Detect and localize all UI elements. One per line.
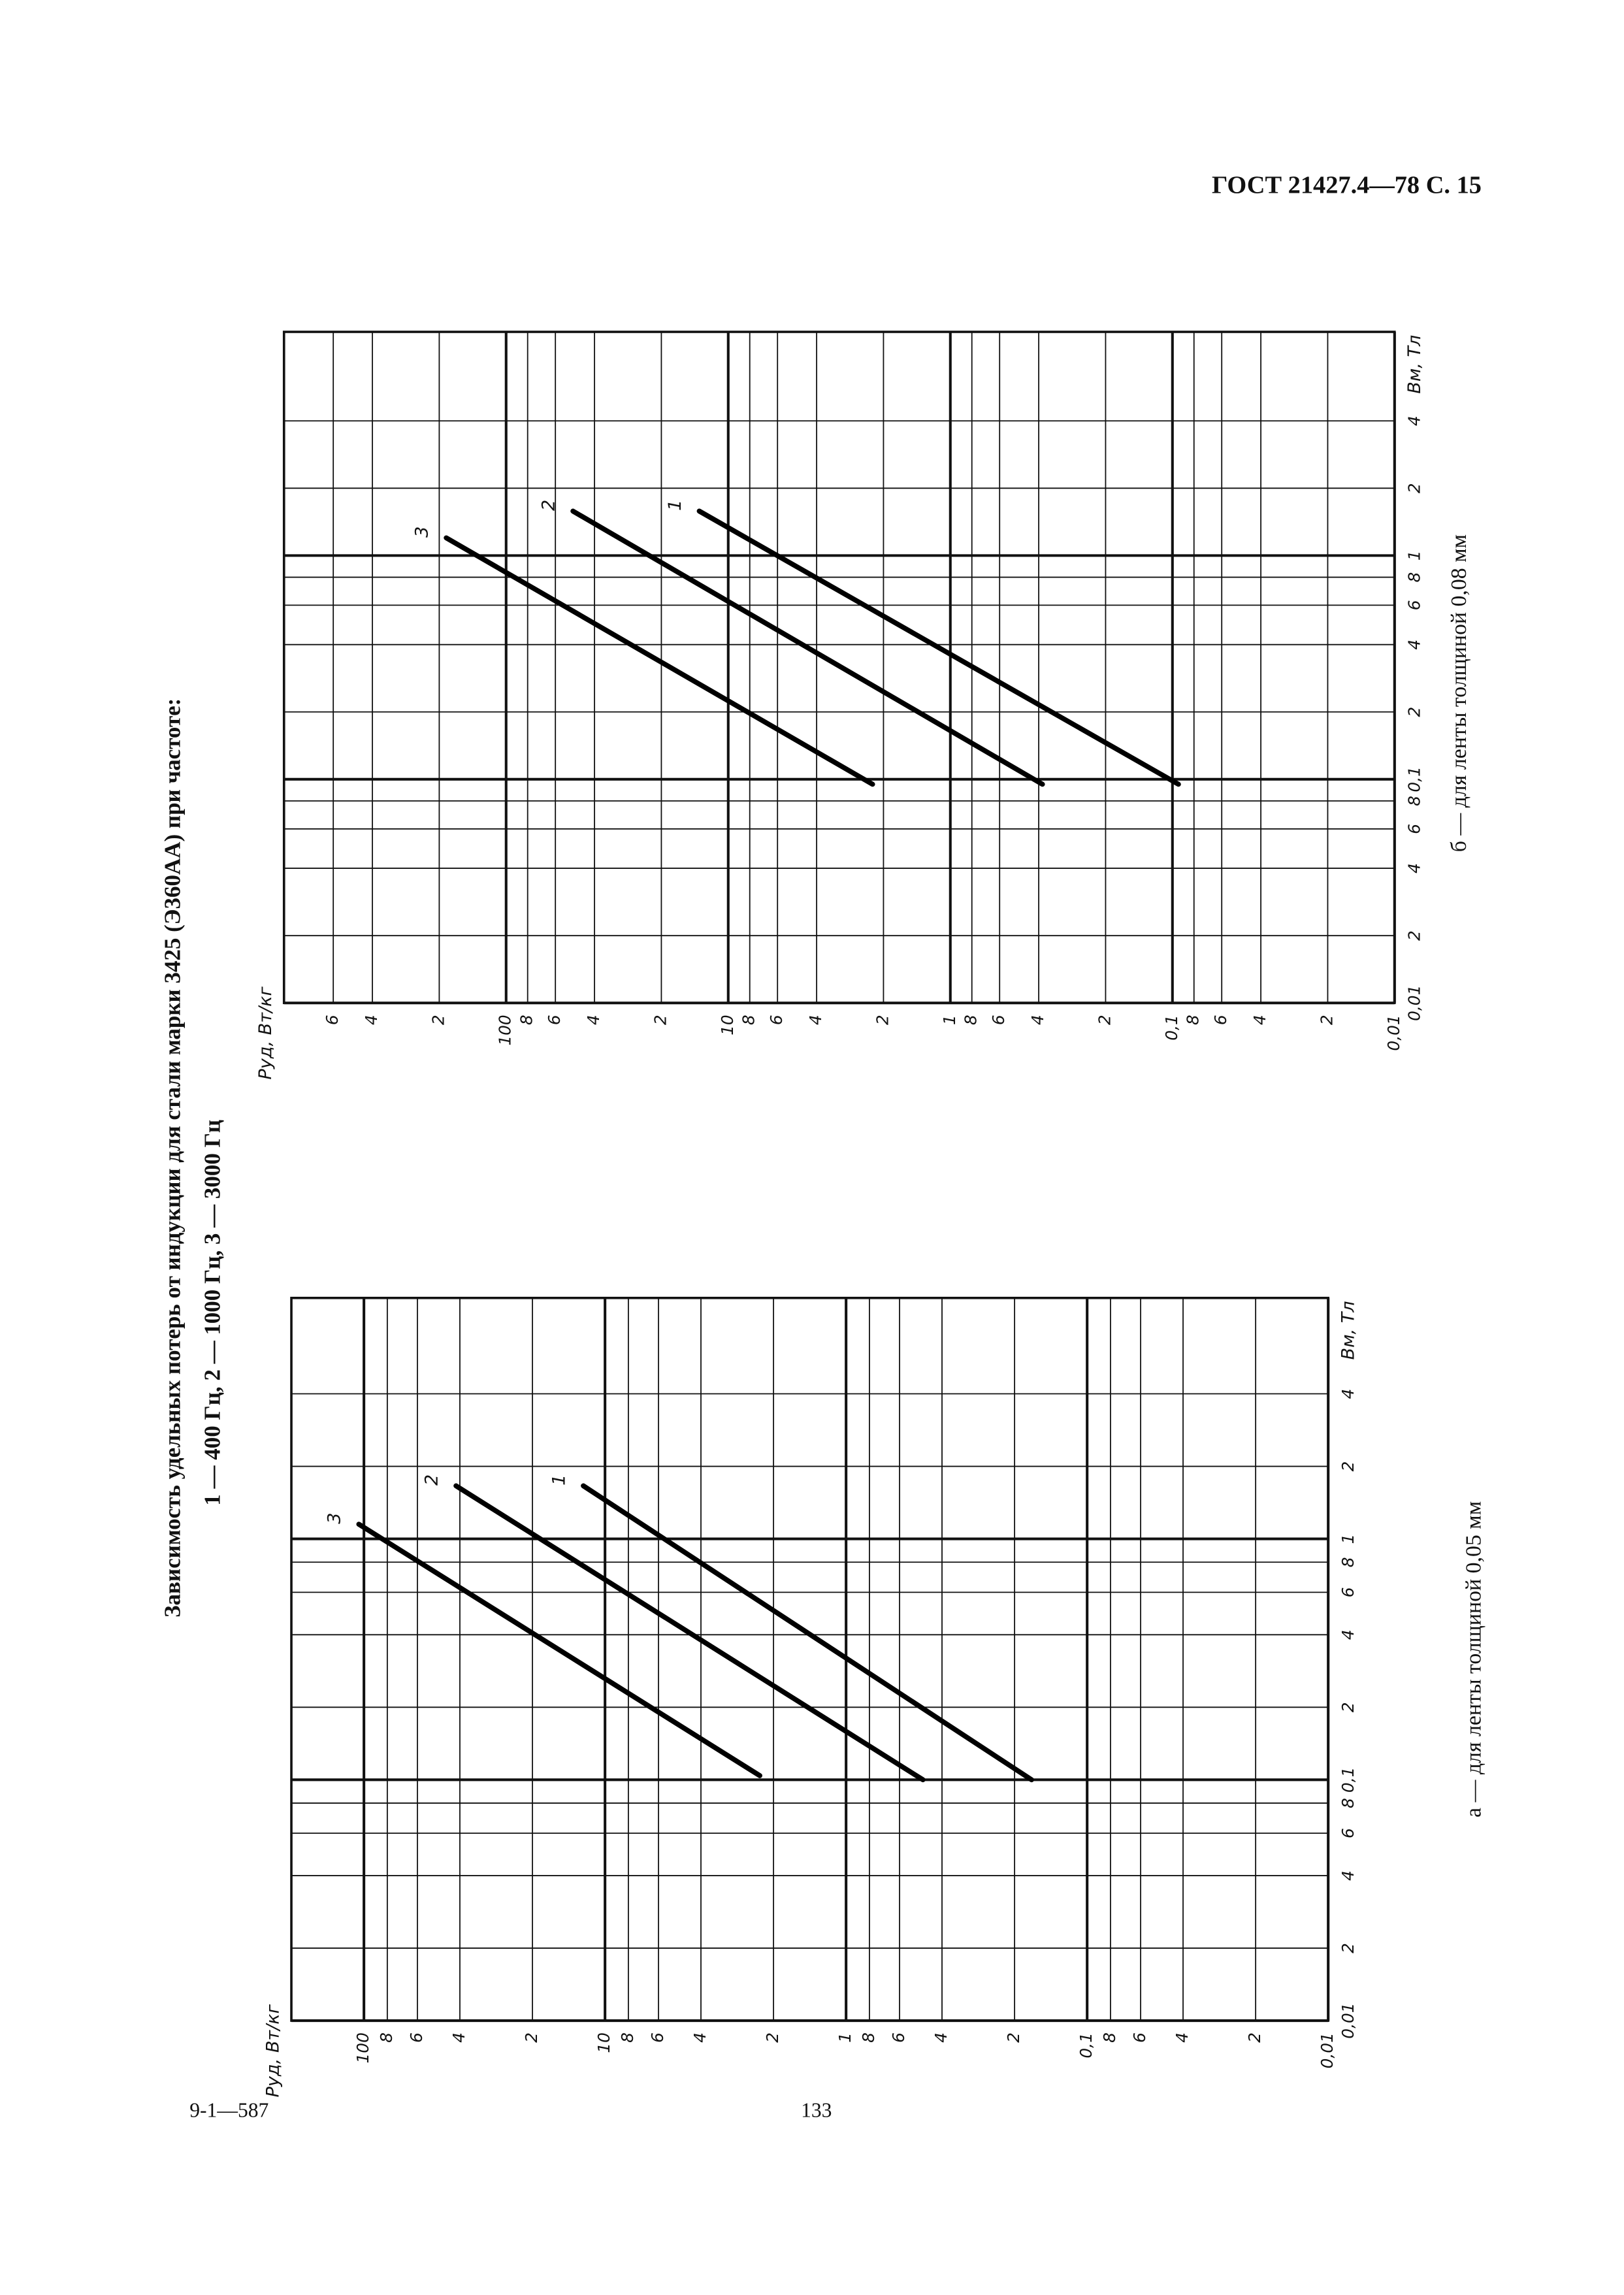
y-tick-label: 2 — [763, 2032, 782, 2043]
page-number: 133 — [801, 2098, 832, 2121]
x-tick-label: 2 — [1339, 1461, 1357, 1472]
x-tick-label: 2 — [1339, 1702, 1357, 1712]
x-tick-label: 0,1 — [1405, 766, 1423, 792]
x-tick-label: 8 — [1339, 1557, 1357, 1567]
y-tick-label: 6 — [323, 1015, 342, 1025]
x-tick-label: 0,1 — [1339, 1767, 1357, 1793]
footer-code: 9-1—587 — [189, 2098, 268, 2121]
y-tick-label: 4 — [584, 1015, 603, 1025]
x-tick-label: 2 — [1339, 1943, 1357, 1953]
x-tick-label: 6 — [1405, 600, 1423, 610]
y-tick-label: 4 — [362, 1015, 381, 1025]
curve-label: 2 — [538, 500, 559, 511]
curve — [453, 1483, 926, 1783]
x-tick-label: 2 — [1405, 707, 1423, 717]
y-tick-label: 6 — [889, 2032, 908, 2043]
x-tick-label: 6 — [1339, 1587, 1357, 1597]
x-tick-label: 4 — [1405, 415, 1423, 426]
x-tick-label: 6 — [1339, 1828, 1357, 1838]
y-tick-label: 100 — [496, 1015, 515, 1045]
x-tick-label: 2 — [1405, 930, 1423, 941]
curve — [696, 508, 1181, 787]
x-tick-label: 0,01 — [1339, 2002, 1357, 2038]
y-tick-label: 8 — [739, 1015, 758, 1025]
y-tick-label: 0,1 — [1077, 2032, 1096, 2059]
y-tick-label: 2 — [651, 1015, 670, 1025]
y-tick-label: 1 — [836, 2032, 854, 2043]
x-tick-label: 0,01 — [1405, 985, 1423, 1021]
x-tick-label: 4 — [1405, 863, 1423, 873]
y-tick-label: 2 — [429, 1015, 447, 1025]
curve — [581, 1483, 1034, 1783]
y-tick-label: 8 — [1100, 2032, 1119, 2043]
x-tick-label: 1 — [1339, 1534, 1357, 1544]
curve-label: 2 — [421, 1474, 442, 1486]
figure-caption: а — для ленты толщиной 0,05 мм — [1462, 1501, 1486, 1817]
y-tick-label: 6 — [545, 1015, 564, 1025]
x-tick-label: 1 — [1405, 551, 1423, 561]
y-tick-label: 8 — [618, 2032, 637, 2043]
y-tick-label: 100 — [353, 2032, 372, 2063]
x-tick-label: 8 — [1405, 572, 1423, 583]
y-tick-label: 8 — [1184, 1015, 1203, 1025]
y-tick-label: 0,01 — [1318, 2032, 1337, 2068]
y-tick-label: 2 — [873, 1015, 892, 1025]
y-tick-label: 8 — [962, 1015, 981, 1025]
y-tick-label: 6 — [767, 1015, 786, 1025]
y-tick-label: 4 — [806, 1015, 825, 1025]
y-tick-label: 6 — [1130, 2032, 1149, 2043]
figure-subtitle: 1 — 400 Гц, 2 — 1000 Гц, 3 — 3000 Гц — [200, 1120, 225, 1506]
y-tick-label: 10 — [718, 1015, 737, 1035]
x-axis-label: Bм, Тл — [1338, 1301, 1358, 1359]
y-tick-label: 4 — [1250, 1015, 1269, 1025]
y-tick-label: 4 — [932, 2032, 950, 2043]
page-header: ГОСТ 21427.4—78 С. 15 — [1212, 172, 1482, 199]
y-tick-label: 8 — [859, 2032, 878, 2043]
y-tick-label: 4 — [1173, 2032, 1192, 2043]
x-tick-label: 8 — [1339, 1798, 1357, 1808]
y-tick-label: 4 — [1028, 1015, 1047, 1025]
x-tick-label: 4 — [1339, 1629, 1357, 1640]
curve-label: 3 — [325, 1513, 345, 1524]
curve — [356, 1522, 762, 1778]
curve — [570, 508, 1045, 787]
y-tick-label: 4 — [690, 2032, 709, 2043]
curve-label: 1 — [665, 500, 685, 511]
y-tick-label: 8 — [377, 2032, 396, 2043]
x-tick-label: 4 — [1339, 1389, 1357, 1399]
y-tick-label: 0,01 — [1384, 1015, 1403, 1050]
x-tick-label: 4 — [1405, 640, 1423, 650]
figure-title: Зависимость удельных потерь от индукции … — [160, 698, 186, 1618]
x-tick-label: 2 — [1405, 483, 1423, 493]
y-tick-label: 2 — [522, 2032, 541, 2043]
y-tick-label: 2 — [1245, 2032, 1264, 2043]
y-tick-label: 6 — [1211, 1015, 1230, 1025]
figure-caption: б — для ленты толщиной 0,08 мм — [1447, 534, 1471, 852]
y-axis-label: Pуд, Вт/кг — [255, 986, 276, 1080]
y-tick-label: 6 — [989, 1015, 1008, 1025]
y-tick-label: 10 — [594, 2032, 613, 2053]
y-tick-label: 0,1 — [1162, 1015, 1181, 1041]
y-tick-label: 6 — [407, 2032, 426, 2043]
curve-label: 1 — [549, 1474, 569, 1486]
y-tick-label: 4 — [449, 2032, 468, 2043]
x-tick-label: 8 — [1405, 796, 1423, 806]
x-axis-label: Bм, Тл — [1405, 335, 1425, 394]
curve-label: 3 — [412, 527, 432, 538]
y-tick-label: 8 — [517, 1015, 536, 1025]
y-axis-label: Pуд, Вт/кг — [263, 2004, 283, 2097]
x-tick-label: 4 — [1339, 1870, 1357, 1881]
y-tick-label: 2 — [1004, 2032, 1023, 2043]
y-tick-label: 6 — [648, 2032, 667, 2043]
y-tick-label: 2 — [1095, 1015, 1114, 1025]
y-tick-label: 1 — [940, 1015, 959, 1025]
curve — [444, 535, 875, 787]
x-tick-label: 6 — [1405, 824, 1423, 834]
plot-frame — [290, 1296, 1330, 2022]
y-tick-label: 2 — [1317, 1015, 1336, 1025]
